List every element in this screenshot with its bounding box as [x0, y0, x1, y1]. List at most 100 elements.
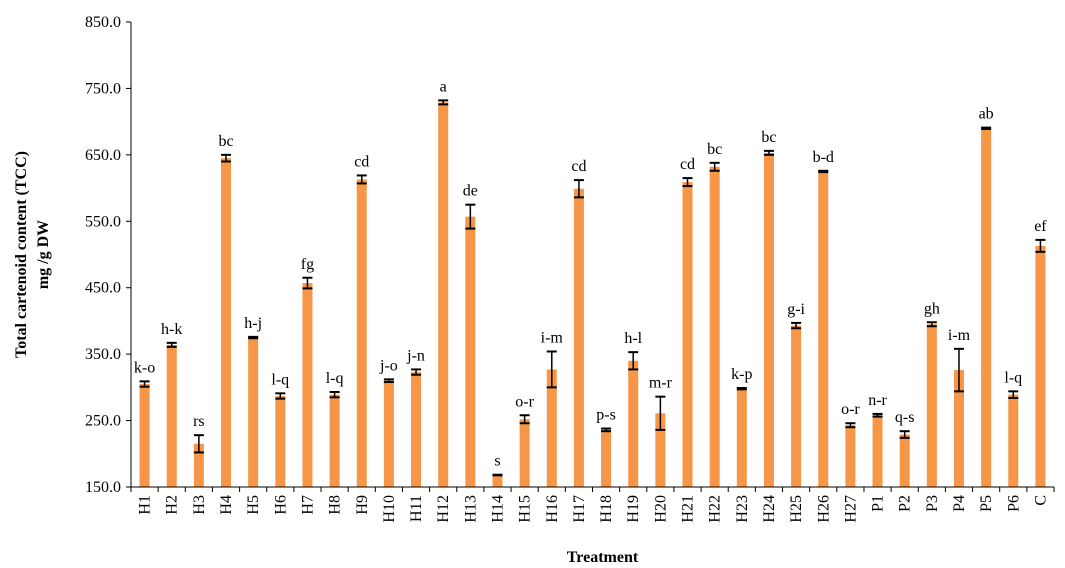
bar — [221, 158, 232, 487]
bar — [166, 344, 177, 487]
bar — [519, 419, 530, 487]
y-tick-label: 350.0 — [85, 346, 121, 363]
bar — [383, 380, 394, 487]
x-tick-label: H14 — [489, 495, 506, 523]
significance-label: l-q — [271, 371, 289, 388]
x-tick-label: H7 — [299, 495, 316, 515]
bar — [628, 360, 639, 487]
x-tick-label: H22 — [707, 495, 724, 523]
x-tick-label: H21 — [680, 495, 697, 523]
error-bars-group — [139, 99, 1046, 477]
significance-label: j-o — [379, 357, 398, 374]
bar — [981, 128, 992, 488]
bar — [926, 324, 937, 487]
significance-label: k-o — [134, 359, 155, 376]
significance-label: l-q — [1004, 369, 1022, 386]
y-tick-label: 750.0 — [85, 80, 121, 97]
x-tick-label: H9 — [354, 495, 371, 515]
x-tick-label: H17 — [571, 495, 588, 523]
bar — [791, 325, 802, 487]
significance-label: i-m — [948, 327, 971, 344]
significance-label: de — [463, 183, 478, 200]
bar — [438, 102, 449, 487]
bars-group — [139, 102, 1046, 488]
bar — [818, 171, 829, 487]
y-tick-label: 250.0 — [85, 413, 121, 430]
significance-label: cd — [571, 158, 586, 175]
bar — [1035, 245, 1046, 487]
significance-label: m-r — [649, 375, 673, 392]
x-tick-label: H10 — [381, 495, 398, 523]
x-tick-label: H18 — [598, 495, 615, 523]
significance-label: h-j — [244, 315, 262, 332]
significance-label: q-s — [895, 409, 915, 426]
significance-label: ab — [979, 106, 994, 123]
significance-label: cd — [680, 156, 695, 173]
bar — [1008, 394, 1019, 487]
x-tick-label: H6 — [272, 495, 289, 515]
x-tick-label: H27 — [842, 495, 859, 523]
x-tick-label: H3 — [191, 495, 208, 515]
bar — [356, 179, 367, 487]
significance-label: j-n — [406, 347, 425, 364]
y-tick-label: 850.0 — [85, 14, 121, 31]
x-tick-label: H5 — [245, 495, 262, 515]
x-tick-label: H1 — [137, 495, 154, 515]
bar — [655, 413, 666, 487]
significance-label: s — [494, 453, 500, 470]
x-tick-label: H26 — [815, 495, 832, 523]
y-tick-label: 550.0 — [85, 213, 121, 230]
bar — [845, 425, 856, 487]
significance-label: bc — [707, 141, 722, 158]
x-tick-label: P6 — [1005, 495, 1022, 512]
x-tick-label: P1 — [870, 495, 887, 512]
y-axis-title-line1: Total cartenoid content (TCC) — [13, 151, 30, 358]
significance-label: gh — [924, 300, 940, 317]
bar-labels-group: k-o h-k rs bc h-j l-q fg l-q cd j-o j-n a de s o-r i-m c… — [134, 78, 1047, 469]
significance-label: rs — [193, 413, 205, 430]
y-tick-label: 650.0 — [85, 147, 121, 164]
bar — [492, 475, 503, 487]
y-axis-title-line2: mg /g DW — [35, 220, 52, 289]
x-tick-label: H8 — [327, 495, 344, 515]
significance-label: o-r — [515, 393, 534, 410]
significance-label: l-q — [326, 370, 344, 387]
bar — [736, 388, 747, 487]
y-tick-label: 450.0 — [85, 280, 121, 297]
x-tick-label: H2 — [164, 495, 181, 515]
bar — [601, 429, 612, 487]
bar — [899, 434, 910, 487]
x-tick-label: H12 — [435, 495, 452, 523]
significance-label: a — [440, 78, 447, 95]
significance-label: b-d — [813, 149, 834, 166]
x-axis-title: Treatment — [567, 549, 639, 566]
x-tick-label: H23 — [734, 495, 751, 523]
significance-label: cd — [354, 153, 369, 170]
x-tick-label: H11 — [408, 495, 425, 522]
y-tick-label: 150.0 — [85, 479, 121, 496]
significance-label: g-i — [787, 301, 805, 318]
bar — [709, 166, 720, 488]
significance-label: h-k — [161, 321, 182, 338]
x-tick-label: H4 — [218, 495, 235, 515]
bar — [248, 337, 259, 487]
significance-label: n-r — [868, 392, 887, 409]
x-tick-label: H19 — [625, 495, 642, 523]
x-tick-label: H13 — [462, 495, 479, 523]
bar — [546, 369, 557, 487]
x-tick-label: P2 — [897, 495, 914, 512]
significance-label: bc — [218, 133, 233, 150]
x-tick-label: H16 — [544, 495, 561, 523]
x-tick-label: H15 — [517, 495, 534, 523]
bar — [302, 283, 313, 487]
bar — [573, 188, 584, 487]
bar — [275, 395, 286, 487]
significance-label: o-r — [841, 401, 860, 418]
significance-label: p-s — [596, 407, 616, 424]
axes-group: 150.0 250.0 350.0 450.0 550.0 650.0 750.0 850.0… — [85, 14, 1055, 523]
x-tick-label: H24 — [761, 495, 778, 523]
bar — [465, 216, 476, 487]
x-tick-label: H20 — [652, 495, 669, 523]
significance-label: i-m — [541, 329, 564, 346]
bar — [763, 152, 774, 487]
